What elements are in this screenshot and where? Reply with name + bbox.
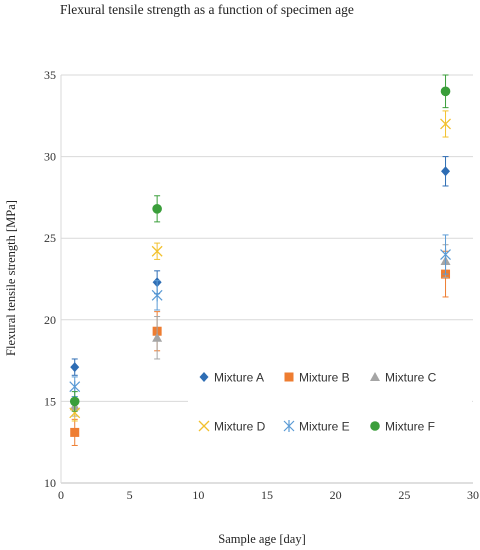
x-tick-label: 25 (398, 488, 410, 502)
legend-item: Mixture D (198, 420, 266, 434)
legend-marker (198, 420, 210, 432)
data-point (440, 248, 451, 261)
legend-label: Mixture B (299, 371, 350, 385)
legend-item: Mixture C (370, 371, 437, 385)
legend-label: Mixture E (299, 420, 350, 434)
data-point (69, 380, 81, 393)
series-mixture-e (69, 234, 451, 398)
legend-label: Mixture A (214, 371, 264, 385)
legend-label: Mixture F (385, 420, 435, 434)
legend-marker (284, 372, 294, 382)
y-tick-label: 15 (44, 394, 56, 408)
series-mixture-a (70, 156, 451, 376)
data-point (152, 332, 163, 342)
legend-item: Mixture B (284, 371, 350, 385)
legend-marker (370, 421, 380, 431)
data-point (441, 166, 451, 177)
legend-marker (370, 372, 380, 381)
x-tick-label: 30 (467, 488, 479, 502)
y-tick-label: 35 (44, 68, 56, 82)
data-point (70, 427, 80, 437)
y-tick-label: 25 (44, 231, 56, 245)
x-axis: 0 5 10 15 20 25 30 (58, 482, 479, 502)
y-tick-label: 10 (44, 476, 56, 490)
legend-item: Mixture E (283, 420, 350, 434)
x-tick-label: 15 (261, 488, 273, 502)
series-group (69, 74, 451, 446)
legend-label: Mixture D (214, 420, 266, 434)
y-tick-label: 30 (44, 150, 56, 164)
legend-marker (283, 420, 295, 432)
data-point (69, 407, 81, 419)
y-axis-label: Flexural tensile strength [MPa] (4, 200, 18, 356)
y-gridlines (61, 74, 473, 402)
data-point (70, 362, 80, 373)
legend-marker (199, 372, 209, 382)
data-point (440, 86, 451, 97)
x-tick-label: 0 (58, 488, 64, 502)
chart-title: Flexural tensile strength as a function … (60, 2, 354, 17)
legend-label: Mixture C (385, 371, 437, 385)
y-axis: 10 15 20 25 30 35 (44, 68, 62, 490)
series-mixture-f (69, 74, 451, 412)
data-point (440, 118, 451, 130)
legend: Mixture A Mixture B Mixture C Mixture D Mixt… (198, 371, 437, 434)
x-tick-label: 10 (192, 488, 204, 502)
x-tick-label: 5 (127, 488, 133, 502)
data-point (152, 204, 162, 214)
data-point (69, 396, 80, 407)
x-axis-label: Sample age [day] (218, 532, 305, 546)
data-point (151, 245, 163, 257)
legend-background (188, 355, 472, 455)
data-point (151, 289, 163, 302)
legend-item: Mixture A (199, 371, 264, 385)
y-tick-label: 20 (44, 313, 56, 327)
x-tick-label: 20 (330, 488, 342, 502)
legend-item: Mixture F (370, 420, 435, 434)
